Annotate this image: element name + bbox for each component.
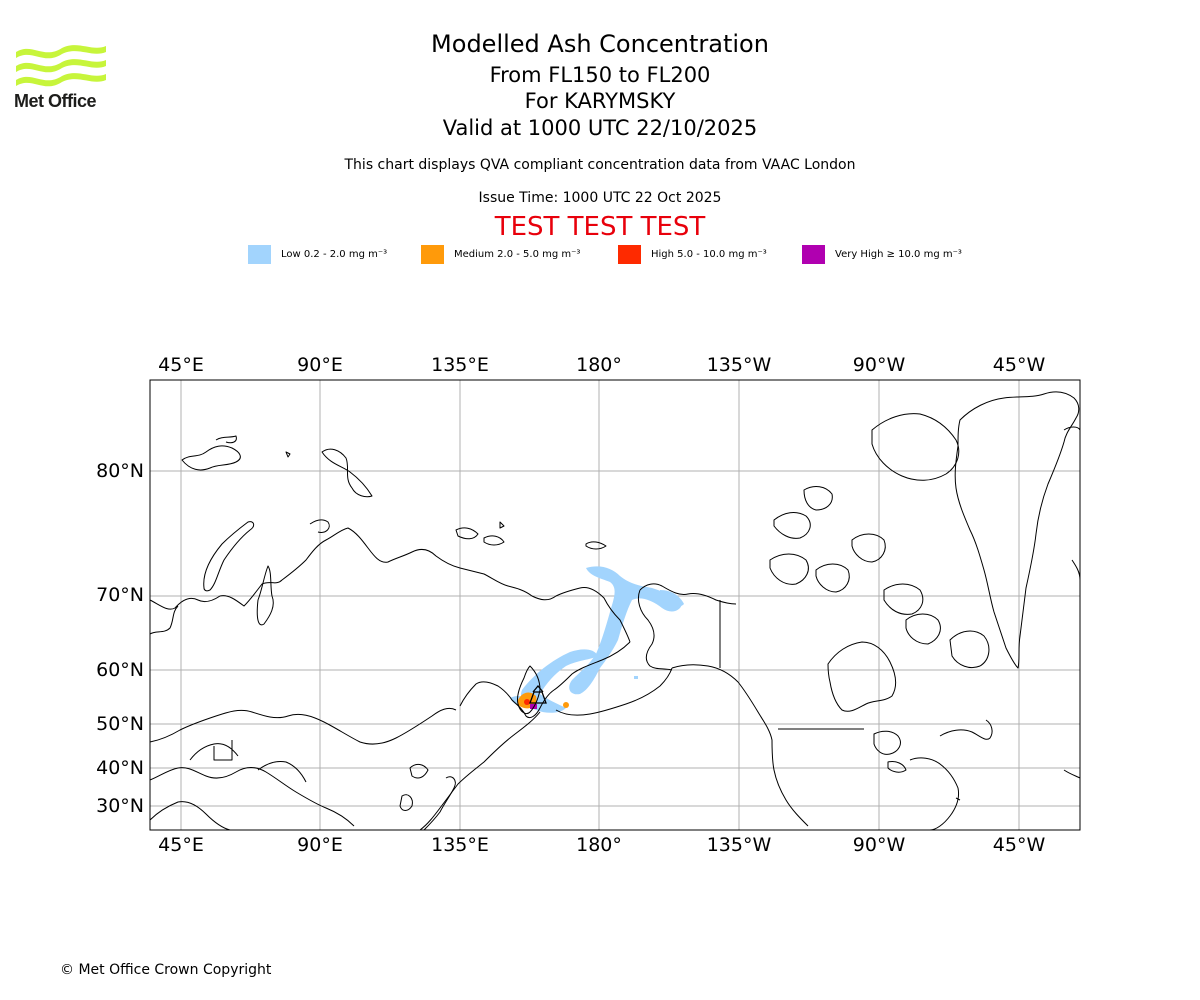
lon-labels-bottom: 45°E 90°E 135°E 180° 135°W 90°W 45°W bbox=[158, 834, 1045, 856]
lon-label: 45°W bbox=[993, 834, 1046, 856]
legend-swatch-medium bbox=[421, 244, 444, 264]
chart-title: Modelled Ash Concentration bbox=[431, 30, 769, 58]
legend-item-very-high: Very High ≥ 10.0 mg m⁻³ bbox=[802, 244, 962, 264]
volcano-name: For KARYMSKY bbox=[524, 89, 676, 113]
lat-label: 80°N bbox=[96, 460, 144, 482]
lon-label: 45°E bbox=[158, 834, 204, 856]
legend-label-high: High 5.0 - 10.0 mg m⁻³ bbox=[651, 248, 767, 260]
lon-label: 45°E bbox=[158, 354, 204, 376]
legend-label-low: Low 0.2 - 2.0 mg m⁻³ bbox=[281, 248, 388, 260]
legend-swatch-high bbox=[618, 244, 641, 264]
lat-label: 40°N bbox=[96, 757, 144, 779]
legend-item-high: High 5.0 - 10.0 mg m⁻³ bbox=[618, 244, 767, 264]
lon-label: 180° bbox=[576, 834, 622, 856]
ash-plume-high bbox=[524, 699, 530, 705]
valid-time: Valid at 1000 UTC 22/10/2025 bbox=[442, 116, 758, 140]
lon-label: 135°E bbox=[431, 354, 489, 376]
volcano-marker-icon bbox=[529, 684, 547, 704]
ash-plume-very-high bbox=[530, 704, 537, 709]
coastlines bbox=[149, 391, 1081, 831]
map-border bbox=[149, 379, 1081, 831]
flight-level-range: From FL150 to FL200 bbox=[489, 63, 711, 87]
lon-label: 90°E bbox=[297, 354, 343, 376]
legend-label-medium: Medium 2.0 - 5.0 mg m⁻³ bbox=[454, 248, 581, 260]
copyright-notice: © Met Office Crown Copyright bbox=[60, 962, 272, 978]
lon-label: 135°E bbox=[431, 834, 489, 856]
legend-label-very-high: Very High ≥ 10.0 mg m⁻³ bbox=[835, 248, 962, 260]
lat-label: 70°N bbox=[96, 584, 144, 606]
lon-label: 180° bbox=[576, 354, 622, 376]
legend-item-low: Low 0.2 - 2.0 mg m⁻³ bbox=[248, 244, 387, 264]
lon-label: 90°W bbox=[853, 834, 906, 856]
ash-concentration-map: 45°E 90°E 135°E 180° 135°W 90°W 45°W 45°… bbox=[96, 354, 1081, 856]
lon-labels-top: 45°E 90°E 135°E 180° 135°W 90°W 45°W bbox=[158, 354, 1045, 376]
lon-label: 90°W bbox=[853, 354, 906, 376]
chart-subtitle: This chart displays QVA compliant concen… bbox=[344, 157, 856, 173]
lon-label: 135°W bbox=[707, 354, 772, 376]
logo-text: Met Office bbox=[14, 91, 97, 111]
lat-label: 30°N bbox=[96, 795, 144, 817]
lon-label: 135°W bbox=[707, 834, 772, 856]
lat-label: 50°N bbox=[96, 713, 144, 735]
legend-swatch-very-high bbox=[802, 244, 825, 264]
map-gridlines bbox=[150, 380, 1080, 830]
test-banner: TEST TEST TEST bbox=[494, 212, 706, 242]
legend-item-medium: Medium 2.0 - 5.0 mg m⁻³ bbox=[421, 244, 580, 264]
legend-swatch-low bbox=[248, 244, 271, 264]
lon-label: 90°E bbox=[297, 834, 343, 856]
lat-label: 60°N bbox=[96, 659, 144, 681]
issue-time: Issue Time: 1000 UTC 22 Oct 2025 bbox=[478, 190, 722, 206]
lon-label: 45°W bbox=[993, 354, 1046, 376]
met-office-logo-icon bbox=[16, 45, 106, 87]
lat-labels: 80°N 70°N 60°N 50°N 40°N 30°N bbox=[96, 460, 144, 817]
